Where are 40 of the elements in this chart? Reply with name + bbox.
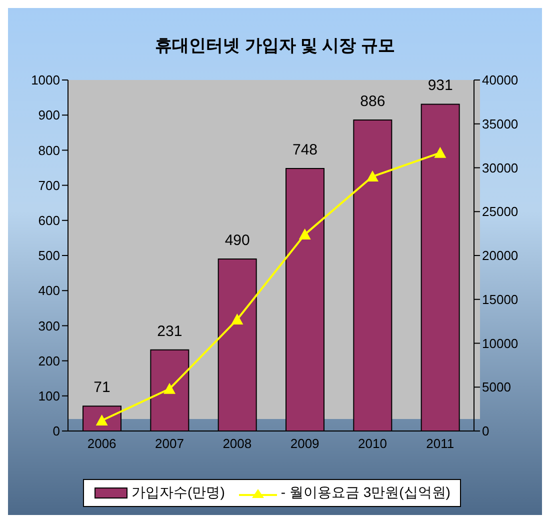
x-tick-label: 2008 [222, 436, 252, 452]
y-tick-label: 0 [52, 424, 60, 439]
chart-title: 휴대인터넷 가입자 및 시장 규모 [154, 35, 396, 57]
x-tick-label: 2011 [426, 436, 454, 452]
legend-label: - 월이용요금 3만원(십억원) [280, 484, 450, 502]
y-tick-label: 900 [38, 108, 60, 123]
y2-tick-label: 20000 [482, 248, 518, 264]
x-tick-label: 2010 [358, 436, 387, 452]
legend-label: 가입자수(만명) [132, 484, 225, 502]
y-tick-label: 200 [38, 353, 60, 368]
point [434, 146, 446, 158]
y2-tick-label: 25000 [482, 204, 518, 220]
data-label: 886 [360, 93, 386, 110]
x-tick-label: 2009 [290, 436, 320, 452]
x-tick-label: 2007 [155, 436, 184, 452]
y2-tick-label: 30000 [482, 160, 518, 176]
data-label: 231 [157, 322, 182, 340]
y-tick-label: 500 [38, 248, 60, 264]
point [231, 314, 244, 325]
y-tick-label: 300 [38, 318, 60, 334]
point [298, 228, 311, 240]
data-label: 748 [292, 141, 318, 158]
y2-tick-label: 35000 [482, 116, 518, 132]
y-tick-label: 100 [38, 388, 60, 404]
data-label: 490 [224, 232, 250, 250]
y-tick-label: 700 [38, 178, 60, 193]
y2-tick-label: 0 [482, 424, 490, 439]
data-label: 71 [94, 379, 110, 396]
y2-tick-label: 15000 [482, 292, 518, 307]
y2-tick-label: 10000 [482, 336, 518, 351]
y-tick-label: 400 [38, 283, 60, 298]
y2-tick-label: 40000 [482, 72, 518, 88]
x-tick-label: 2006 [87, 436, 116, 452]
point [164, 382, 176, 394]
point [366, 170, 378, 182]
y-tick-label: 1000 [31, 72, 60, 88]
y-tick-label: 800 [38, 142, 60, 158]
data-label: 931 [428, 77, 453, 94]
y-tick-label: 600 [38, 213, 60, 228]
y2-tick-label: 5000 [482, 380, 511, 395]
